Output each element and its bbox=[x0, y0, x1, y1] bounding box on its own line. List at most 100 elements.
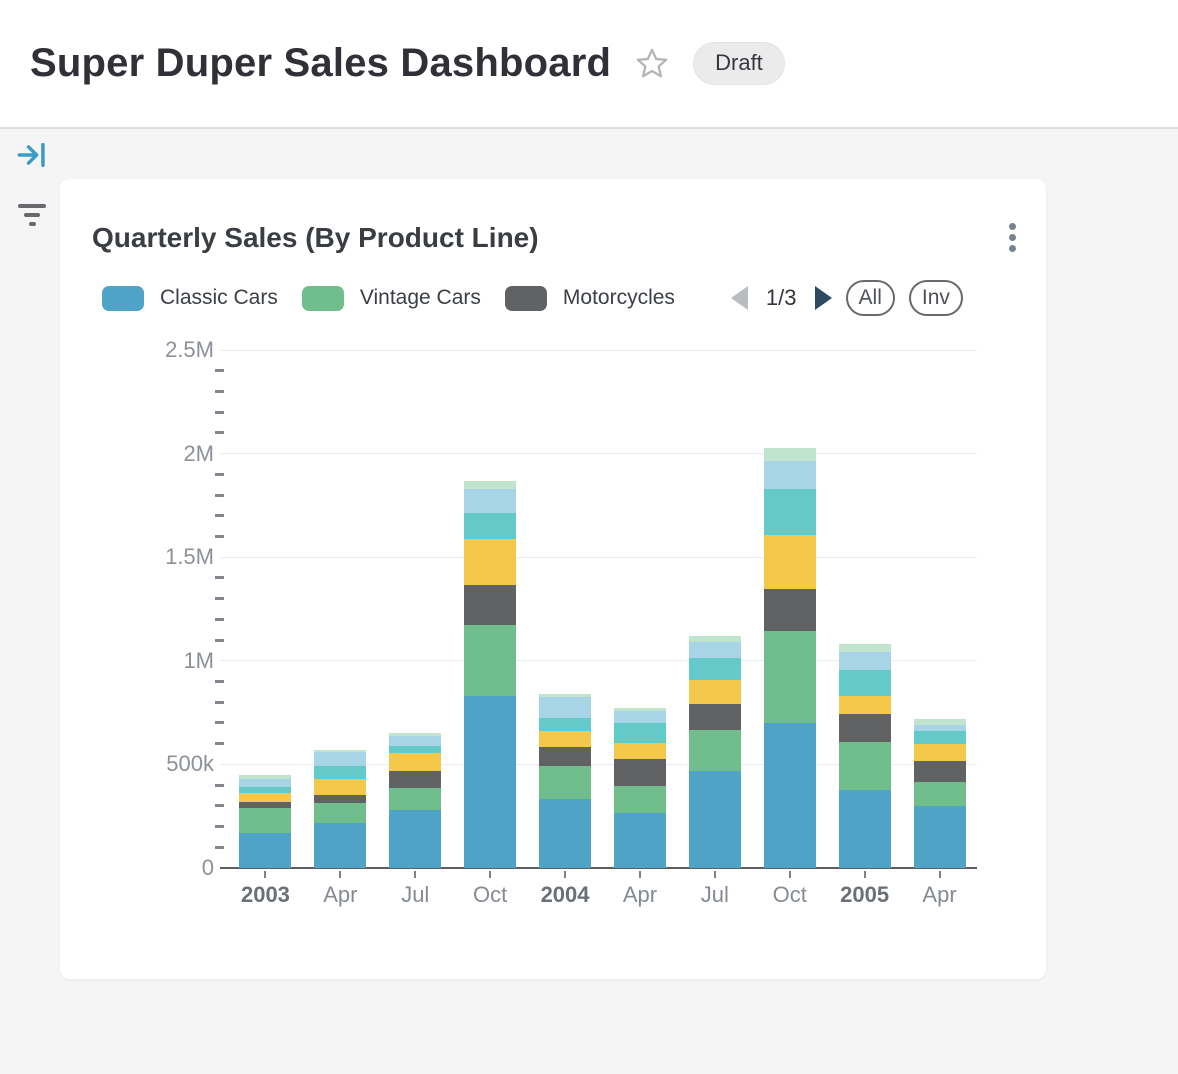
bar-segment[interactable] bbox=[239, 832, 292, 868]
y-axis-minor-tick bbox=[215, 742, 224, 746]
bar-segment[interactable] bbox=[613, 813, 666, 868]
bar-segment[interactable] bbox=[239, 807, 292, 833]
legend-item[interactable]: Motorcycles bbox=[504, 285, 675, 311]
legend-inv-button[interactable]: Inv bbox=[908, 280, 963, 316]
bar-segment[interactable] bbox=[389, 770, 442, 789]
x-axis-label: Jul bbox=[700, 882, 729, 907]
bar-segment[interactable] bbox=[838, 790, 891, 868]
bar-segment[interactable] bbox=[688, 636, 741, 643]
x-axis-label: 2003 bbox=[240, 882, 290, 907]
bar-segment[interactable] bbox=[613, 711, 666, 723]
bar-segment[interactable] bbox=[539, 766, 592, 799]
bar-segment[interactable] bbox=[239, 801, 292, 808]
bar-segment[interactable] bbox=[688, 679, 741, 705]
bar-segment[interactable] bbox=[314, 823, 367, 868]
collapse-panel-icon[interactable] bbox=[16, 139, 48, 171]
x-axis-label: Jul bbox=[401, 882, 430, 907]
kebab-menu-icon[interactable] bbox=[1003, 217, 1022, 258]
bar-segment[interactable] bbox=[239, 778, 292, 788]
bar-segment[interactable] bbox=[763, 588, 816, 631]
bar-segment[interactable] bbox=[688, 704, 741, 731]
bar-segment[interactable] bbox=[464, 624, 517, 697]
bar-segment[interactable] bbox=[539, 697, 592, 718]
bar-segment[interactable] bbox=[239, 793, 292, 802]
bar-segment[interactable] bbox=[838, 651, 891, 670]
bar-segment[interactable] bbox=[239, 787, 292, 793]
bar-segment[interactable] bbox=[389, 745, 442, 754]
bar-segment[interactable] bbox=[389, 809, 442, 868]
bar-segment[interactable] bbox=[913, 724, 966, 732]
bar-segment[interactable] bbox=[913, 761, 966, 783]
bar-segment[interactable] bbox=[389, 733, 442, 737]
x-axis-tick bbox=[863, 871, 866, 878]
bar-segment[interactable] bbox=[913, 805, 966, 868]
bar-segment[interactable] bbox=[838, 714, 891, 743]
legend-next-page-icon[interactable] bbox=[814, 286, 832, 310]
legend-swatch bbox=[504, 285, 547, 311]
x-axis-tick bbox=[938, 871, 941, 878]
bar-segment[interactable] bbox=[389, 753, 442, 771]
bar-segment[interactable] bbox=[688, 642, 741, 658]
bar-segment[interactable] bbox=[539, 747, 592, 767]
legend-item[interactable]: Classic Cars bbox=[102, 285, 278, 311]
bar-segment[interactable] bbox=[613, 759, 666, 786]
y-axis-minor-tick bbox=[215, 597, 224, 601]
bar-segment[interactable] bbox=[539, 731, 592, 747]
bar-segment[interactable] bbox=[763, 630, 816, 723]
bar-segment[interactable] bbox=[389, 788, 442, 810]
bar-segment[interactable] bbox=[838, 669, 891, 697]
bar-segment[interactable] bbox=[838, 696, 891, 715]
y-axis-label: 1.5M bbox=[165, 544, 214, 570]
grid-line bbox=[220, 556, 977, 558]
bar-segment[interactable] bbox=[314, 795, 367, 804]
bar-segment[interactable] bbox=[763, 488, 816, 536]
bar-segment[interactable] bbox=[314, 803, 367, 824]
bar-segment[interactable] bbox=[314, 752, 367, 766]
star-icon[interactable] bbox=[635, 47, 669, 81]
y-axis-minor-tick bbox=[215, 389, 224, 393]
bar-segment[interactable] bbox=[464, 512, 517, 540]
bar-segment[interactable] bbox=[464, 696, 517, 868]
bar-segment[interactable] bbox=[838, 742, 891, 791]
bar-segment[interactable] bbox=[688, 770, 741, 868]
y-axis-minor-tick bbox=[215, 783, 224, 787]
bar-segment[interactable] bbox=[539, 693, 592, 698]
legend-all-button[interactable]: All bbox=[845, 280, 895, 316]
bar-segment[interactable] bbox=[913, 782, 966, 806]
bar-segment[interactable] bbox=[613, 743, 666, 760]
bar-segment[interactable] bbox=[913, 731, 966, 744]
bar-segment[interactable] bbox=[314, 765, 367, 779]
bar-segment[interactable] bbox=[314, 778, 367, 796]
x-axis-tick bbox=[564, 871, 567, 878]
bar-segment[interactable] bbox=[613, 722, 666, 744]
bar-segment[interactable] bbox=[763, 461, 816, 489]
bar-segment[interactable] bbox=[613, 785, 666, 814]
bar-segment[interactable] bbox=[464, 539, 517, 585]
bar-segment[interactable] bbox=[464, 480, 517, 489]
legend-item[interactable]: Vintage Cars bbox=[301, 285, 481, 311]
x-axis-label: Apr bbox=[323, 882, 358, 907]
bar-segment[interactable] bbox=[688, 730, 741, 771]
bar-segment[interactable] bbox=[913, 743, 966, 762]
bar-segment[interactable] bbox=[464, 488, 517, 513]
x-axis-label: Oct bbox=[772, 882, 807, 907]
bar-segment[interactable] bbox=[913, 719, 966, 725]
y-axis-minor-tick bbox=[215, 804, 224, 808]
bar-segment[interactable] bbox=[464, 584, 517, 625]
legend-row: Classic Cars Vintage Cars Motorcycles 1/3 … bbox=[102, 279, 1010, 317]
filter-icon[interactable] bbox=[16, 199, 48, 231]
bar-segment[interactable] bbox=[763, 448, 816, 462]
bar-segment[interactable] bbox=[613, 708, 666, 712]
bar-segment[interactable] bbox=[763, 535, 816, 589]
bar-segment[interactable] bbox=[314, 750, 367, 753]
bar-segment[interactable] bbox=[539, 717, 592, 732]
bar-segment[interactable] bbox=[838, 644, 891, 652]
x-axis-label: 2004 bbox=[540, 882, 590, 907]
bar-segment[interactable] bbox=[539, 798, 592, 868]
y-axis-minor-tick bbox=[215, 493, 224, 497]
bar-segment[interactable] bbox=[239, 775, 292, 779]
bar-segment[interactable] bbox=[688, 657, 741, 680]
bar-segment[interactable] bbox=[389, 736, 442, 746]
bar-segment[interactable] bbox=[763, 722, 816, 868]
legend-prev-page-icon[interactable] bbox=[730, 286, 748, 310]
